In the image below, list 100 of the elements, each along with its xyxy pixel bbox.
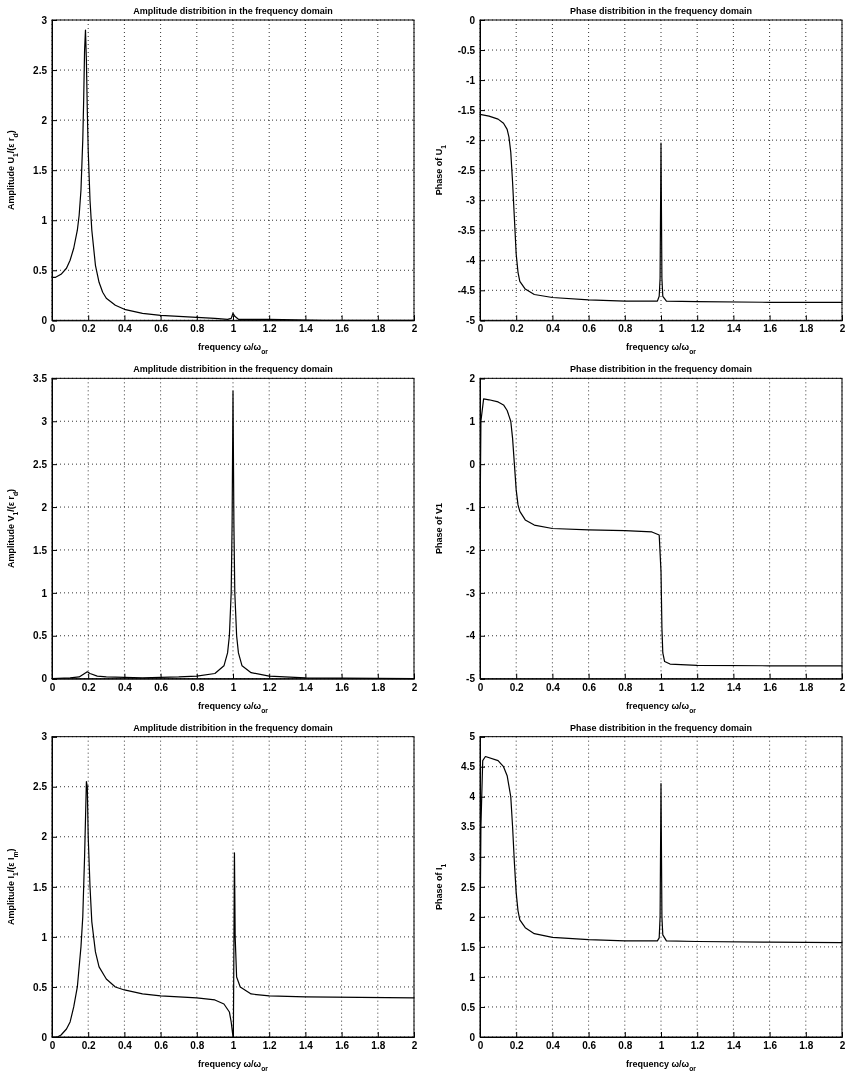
x-tick-label: 1.6 <box>335 1040 350 1052</box>
y-tick-label: 0 <box>469 1031 476 1043</box>
y-tick-label: 0 <box>469 458 476 470</box>
x-axis-title: frequency ω/ω$_{or}$ <box>626 342 697 355</box>
x-tick-label: 0.4 <box>545 323 561 335</box>
y-tick-label: -4.5 <box>457 285 476 296</box>
y-tick-label: -3.5 <box>457 224 476 236</box>
x-tick-label: 2 <box>839 681 846 693</box>
x-tick-label: 1 <box>230 323 237 335</box>
x-tick-label: 0.2 <box>509 1040 525 1052</box>
y-tick-label: 3 <box>41 731 48 743</box>
y-tick-label: -2 <box>466 544 476 556</box>
y-tick-label: 2.5 <box>33 781 48 793</box>
x-axis-title: frequency ω/ω$_{or}$ <box>626 1059 697 1072</box>
x-tick-label: 0 <box>477 1040 484 1052</box>
x-tick-label: 1.8 <box>371 1040 386 1052</box>
x-tick-label: 1.2 <box>262 323 278 335</box>
y-tick-label: 0.5 <box>33 630 48 642</box>
y-tick-label: 1 <box>41 214 48 226</box>
x-tick-label: 1.8 <box>371 681 386 693</box>
y-tick-label: 2.5 <box>461 881 476 893</box>
y-tick-label: -5 <box>466 315 476 327</box>
x-tick-label: 1.4 <box>298 323 314 335</box>
x-tick-label: 0.4 <box>117 1040 133 1052</box>
y-tick-label: -0.5 <box>457 44 476 56</box>
y-axis-title: Phase of V1 <box>434 502 444 555</box>
x-tick-label: 1 <box>230 1040 237 1052</box>
x-tick-label: 0.8 <box>190 323 205 335</box>
chart-title: Amplitude distribition in the frequency domain <box>133 722 333 733</box>
x-tick-label: 0.2 <box>509 323 525 335</box>
y-tick-label: 0 <box>41 1031 48 1043</box>
y-tick-label: -3 <box>466 194 476 206</box>
x-tick-label: 0.6 <box>582 1040 597 1052</box>
x-tick-label: 1.2 <box>690 681 706 693</box>
x-tick-label: 1 <box>658 323 665 335</box>
x-tick-label: 0.4 <box>117 681 133 693</box>
y-tick-label: 2 <box>41 114 48 126</box>
y-tick-label: 2.5 <box>33 458 48 470</box>
chart-title: Phase distribition in the frequency domain <box>569 722 753 733</box>
x-tick-label: 1.2 <box>690 1040 706 1052</box>
x-tick-label: 0.8 <box>618 323 633 335</box>
x-tick-label: 2 <box>839 323 846 335</box>
y-tick-label: 0 <box>41 315 48 327</box>
x-tick-label: 0.6 <box>582 323 597 335</box>
y-tick-label: 2 <box>41 831 48 843</box>
x-tick-label: 0 <box>49 323 56 335</box>
x-tick-label: 1.8 <box>799 1040 814 1052</box>
y-tick-label: -4 <box>466 630 476 642</box>
y-tick-label: -1.5 <box>457 104 476 116</box>
y-tick-label: -1 <box>466 501 476 513</box>
y-tick-label: 2.5 <box>33 64 48 76</box>
y-tick-label: -5 <box>466 673 476 685</box>
x-tick-label: 1.2 <box>262 681 278 693</box>
x-tick-label: 0.6 <box>154 323 169 335</box>
y-tick-label: 1 <box>41 587 48 599</box>
chart-title: Phase distribition in the frequency domain <box>569 364 753 375</box>
x-tick-label: 2 <box>411 681 418 693</box>
x-tick-label: 0.8 <box>190 1040 205 1052</box>
x-tick-label: 1.8 <box>799 323 814 335</box>
y-tick-label: 3 <box>41 14 48 26</box>
y-tick-label: 4.5 <box>461 761 476 773</box>
x-tick-label: 1.6 <box>335 681 350 693</box>
x-tick-label: 0.4 <box>545 681 561 693</box>
x-tick-label: 1.2 <box>690 323 706 335</box>
y-tick-label: 1.5 <box>33 164 48 176</box>
x-tick-label: 1.6 <box>335 323 350 335</box>
x-tick-label: 0.8 <box>618 681 633 693</box>
x-tick-label: 1 <box>658 681 665 693</box>
y-tick-label: 0.5 <box>33 264 48 276</box>
y-tick-label: 1.5 <box>33 881 48 893</box>
y-tick-label: 3 <box>41 415 48 427</box>
y-tick-label: -4 <box>466 254 476 266</box>
y-tick-label: -2.5 <box>457 164 476 176</box>
y-tick-label: -2 <box>466 134 476 146</box>
x-tick-label: 1.8 <box>371 323 386 335</box>
y-tick-label: -3 <box>466 587 476 599</box>
y-tick-label: 0.5 <box>461 1001 476 1013</box>
y-tick-label: 1 <box>469 971 476 983</box>
x-tick-label: 0 <box>49 681 56 693</box>
y-tick-label: 1.5 <box>33 544 48 556</box>
x-tick-label: 1.2 <box>262 1040 278 1052</box>
y-tick-label: 3.5 <box>33 373 48 385</box>
y-tick-label: 3.5 <box>461 821 476 833</box>
x-tick-label: 0.2 <box>81 681 97 693</box>
x-axis-title: frequency ω/ω$_{or}$ <box>626 700 697 714</box>
x-tick-label: 1.6 <box>763 681 778 693</box>
y-tick-label: 1 <box>41 931 48 943</box>
chart-title: Phase distribition in the frequency domain <box>569 6 753 16</box>
chart-title: Amplitude distribition in the frequency domain <box>133 6 333 16</box>
y-tick-label: 5 <box>469 731 476 743</box>
y-tick-label: -1 <box>466 74 476 86</box>
x-tick-label: 1.8 <box>799 681 814 693</box>
y-tick-label: 0 <box>41 673 48 685</box>
x-tick-label: 0.8 <box>618 1040 633 1052</box>
x-axis-title: frequency ω/ω$_{or}$ <box>198 1059 269 1072</box>
x-tick-label: 1.4 <box>726 1040 742 1052</box>
x-tick-label: 0 <box>477 323 484 335</box>
x-tick-label: 0.2 <box>81 323 97 335</box>
y-tick-label: 2 <box>469 373 476 385</box>
x-tick-label: 0 <box>477 681 484 693</box>
